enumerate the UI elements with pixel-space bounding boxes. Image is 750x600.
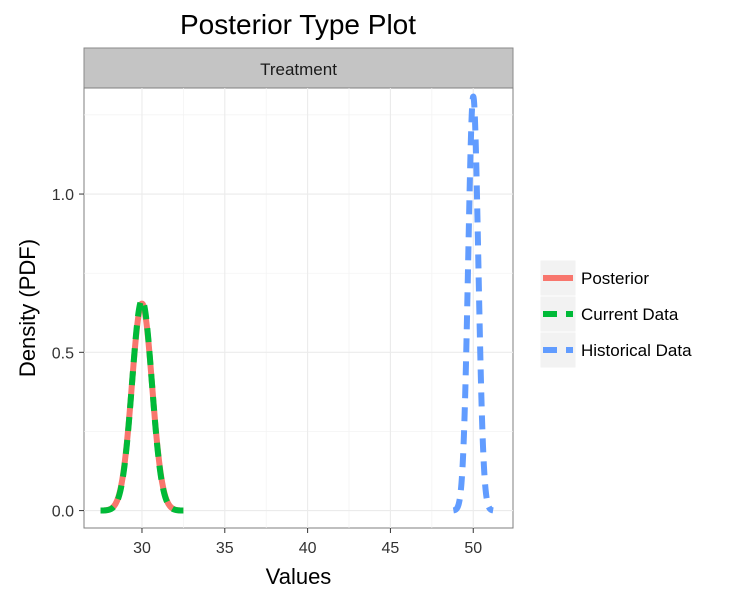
x-axis-title: Values (266, 564, 332, 589)
legend-item-current-data: Current Data (539, 295, 679, 333)
facet-strip-label: Treatment (260, 60, 337, 79)
legend-label-current-data: Current Data (581, 305, 679, 324)
chart-title: Posterior Type Plot (180, 9, 416, 40)
grid-lines (84, 88, 513, 528)
x-tick-label: 50 (464, 540, 482, 557)
plot-panel (83, 87, 514, 529)
series-line-historical-data (450, 93, 496, 514)
series-lines (97, 93, 496, 514)
x-tick-label: 45 (382, 540, 400, 557)
x-tick-label: 30 (133, 540, 151, 557)
axis-ticks: 30 35 40 45 50 0.0 0.5 1.0 (52, 187, 482, 557)
legend-item-posterior: Posterior (539, 259, 649, 297)
legend-label-posterior: Posterior (581, 269, 649, 288)
y-axis-title: Density (PDF) (15, 239, 40, 377)
legend-label-historical-data: Historical Data (581, 341, 692, 360)
facet-strip (83, 47, 514, 89)
y-tick-label: 0.0 (52, 504, 74, 521)
legend-item-historical-data: Historical Data (539, 331, 692, 369)
legend: Posterior Current Data Historical Data (539, 259, 692, 369)
y-tick-label: 1.0 (52, 187, 74, 204)
x-tick-label: 35 (216, 540, 234, 557)
x-tick-label: 40 (299, 540, 317, 557)
y-tick-label: 0.5 (52, 345, 74, 362)
